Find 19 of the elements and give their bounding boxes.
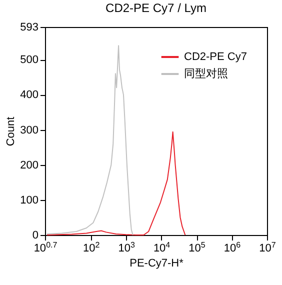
- x-tick-label: 10$^{4}$: [153, 240, 171, 254]
- y-tick-label: 500: [20, 54, 38, 66]
- x-tick-label: 10$^{6}$: [224, 240, 242, 254]
- y-axis-title: Count: [5, 116, 18, 146]
- x-axis-title: PE-Cy7-H*: [130, 258, 184, 270]
- y-tick-label: 593: [20, 22, 38, 34]
- legend-label: CD2-PE Cy7: [184, 51, 247, 63]
- x-tick-label: 10$^{0.7}$: [34, 240, 58, 254]
- y-tick-label: 300: [20, 124, 38, 136]
- x-tick-label: 10$^{7}$: [259, 240, 276, 254]
- legend-label: 同型对照: [184, 67, 228, 80]
- y-tick-label: 100: [20, 194, 38, 206]
- x-tick-label: 10$^{3}$: [118, 240, 136, 254]
- x-tick-label: 10$^{5}$: [188, 240, 206, 254]
- x-tick-label: 10$^{2}$: [82, 240, 100, 254]
- chart-title: CD2-PE Cy7 / Lym: [106, 1, 206, 15]
- y-tick-label: 400: [20, 89, 38, 102]
- y-tick-label: 0: [32, 230, 38, 242]
- y-tick-label: 200: [20, 159, 38, 172]
